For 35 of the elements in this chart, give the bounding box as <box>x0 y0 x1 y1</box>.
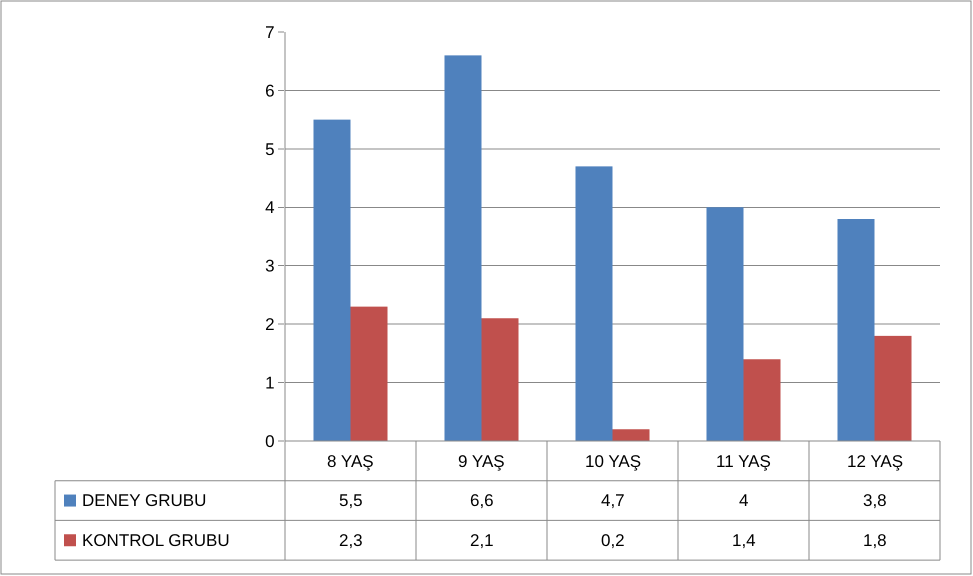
bar <box>313 120 350 441</box>
data-label: 6,6 <box>470 491 494 510</box>
y-tick-label: 1 <box>265 374 275 393</box>
y-tick-label: 7 <box>265 22 275 42</box>
y-tick-label: 4 <box>265 198 275 218</box>
legend-label: KONTROL GRUBU <box>82 531 230 550</box>
y-tick-label: 3 <box>265 256 275 276</box>
data-label: 3,8 <box>863 491 887 510</box>
data-label: 0,2 <box>601 531 625 550</box>
data-label: 4,7 <box>601 491 625 510</box>
bar <box>444 55 482 441</box>
bar <box>350 306 388 441</box>
legend-label: DENEY GRUBU <box>82 491 206 510</box>
bar <box>874 336 912 441</box>
data-label: 5,5 <box>339 491 363 510</box>
data-label: 1,8 <box>863 531 887 550</box>
x-tick-label: 10 YAŞ <box>585 452 642 471</box>
x-tick-label: 8 YAŞ <box>327 452 374 471</box>
bar <box>612 429 650 441</box>
data-label: 2,1 <box>470 531 494 550</box>
y-tick-label: 6 <box>265 81 275 100</box>
bar <box>706 207 744 441</box>
data-label: 4 <box>739 491 748 510</box>
x-tick-label: 9 YAŞ <box>458 452 505 471</box>
data-label: 1,4 <box>732 531 756 550</box>
x-tick-label: 12 YAŞ <box>847 452 904 471</box>
y-tick-label: 2 <box>265 315 275 334</box>
y-tick-label: 5 <box>265 140 275 159</box>
bar <box>482 318 519 441</box>
data-label: 2,3 <box>339 531 363 550</box>
bar <box>744 359 781 441</box>
y-tick-label: 0 <box>265 432 275 451</box>
x-tick-label: 11 YAŞ <box>716 452 771 471</box>
bar <box>837 218 874 441</box>
bar <box>575 166 612 441</box>
